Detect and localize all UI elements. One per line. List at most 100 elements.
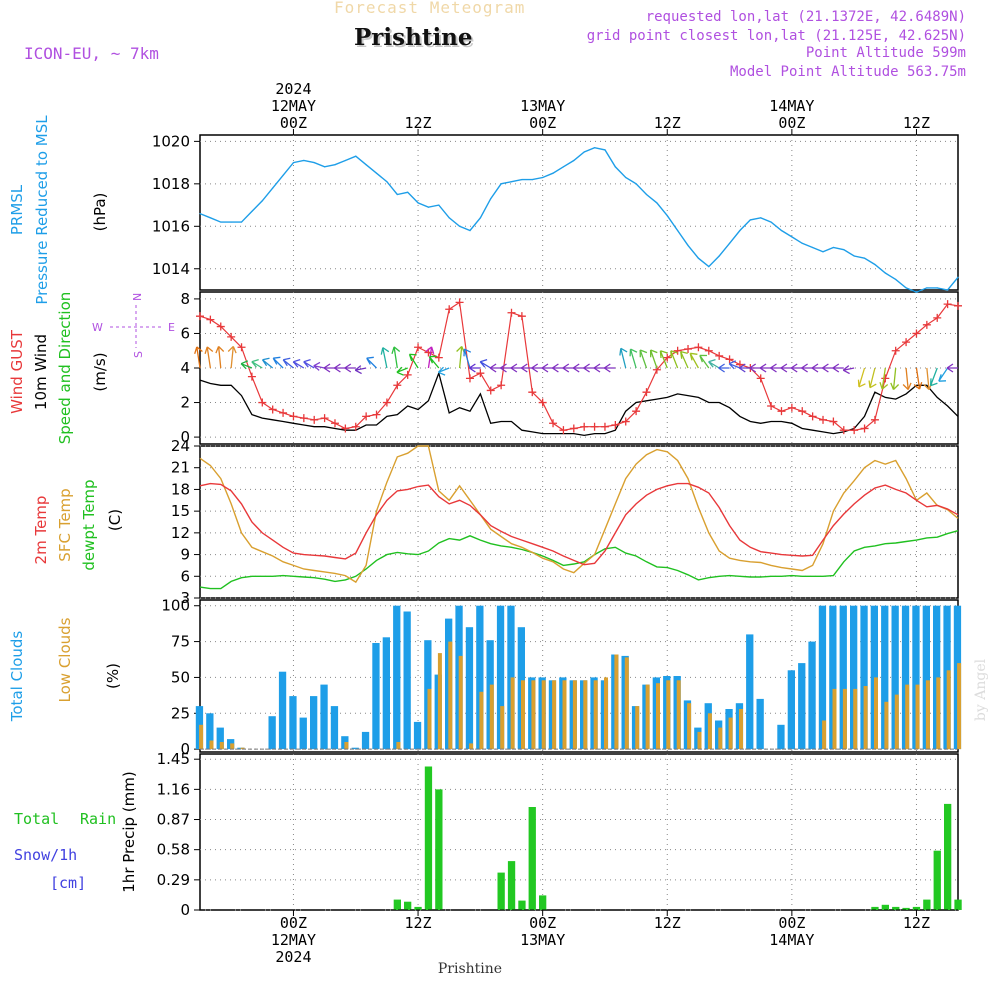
pressure-point [645,193,648,196]
wind-gust-marker [611,421,620,429]
wind-gust-marker [632,407,641,416]
wind-direction-arrow [562,363,574,373]
wind-gust-marker [465,374,474,383]
low-cloud-bar [936,677,941,750]
wind-direction-arrow [344,363,356,373]
low-cloud-bar [593,680,598,750]
wind-direction-arrow [811,363,824,373]
total-cloud-bar [278,671,287,750]
pressure-point [863,257,866,259]
pressure-point [677,229,679,232]
top-time-label: 12Z [903,114,930,132]
low-cloud-bar [822,720,827,750]
wind-direction-arrow [629,348,638,369]
pressure-point [749,219,751,221]
pressure-point [282,174,284,176]
low-cloud-bar [853,688,858,750]
wind-direction-arrow [240,360,253,370]
dewpoint-temp-line [199,530,959,590]
precip-ytick-label: 0.58 [157,841,190,859]
wind-direction-arrow [272,356,284,369]
low-cloud-bar [240,747,245,750]
wind-gust-marker [289,412,298,421]
pressure-point [770,221,772,223]
bottom-time-label: 00Z [778,914,805,932]
wind-direction-arrow [659,350,668,369]
top-time-label: 00Z [778,114,805,132]
total-cloud-bar [372,643,380,750]
pressure-point [417,202,419,204]
pressure-label-unit: (hPa) [91,193,109,232]
pressure-point [448,217,450,219]
wind-direction-arrow [334,363,346,373]
pressure-point [562,166,565,168]
pressure-point [697,257,700,259]
pressure-point [656,202,658,204]
pressure-point [324,166,326,168]
pressure-label-prmsl: PRMSL [8,184,26,235]
total-cloud-bar [413,721,422,750]
2m-temp-line [199,482,959,566]
wind-direction-arrow [456,345,466,369]
temp-ytick-label: 9 [180,546,190,564]
bottom-time-label: 12Z [405,914,432,932]
precip-label-unit: 1hr Precip (mm) [120,771,138,892]
pressure-point [375,172,378,174]
wind-gust-marker [559,426,568,435]
low-cloud-bar [572,680,577,750]
pressure-point [604,149,606,151]
total-cloud-bar [798,663,806,750]
requested-location: requested lon,lat (21.1372E, 42.6489N) [645,9,966,25]
pressure-point [251,210,253,213]
precip-bar [933,850,941,910]
wind-gust-marker [922,320,931,329]
wind-gust-marker [476,369,485,378]
temp-frame [199,445,959,599]
temp-ytick-label: 15 [171,502,190,520]
low-cloud-bar [697,731,702,750]
meteogram-title: Forecast Meteogram [334,0,526,17]
precip-bar [507,861,516,910]
low-cloud-bar [707,713,712,750]
wind-direction-arrow [603,363,616,373]
pressure-point [230,221,232,223]
pressure-point [438,204,440,206]
pressure-point [635,183,637,185]
wind-gust-marker [663,353,672,362]
wind-gust-marker [943,300,952,309]
bottom-time-label: 12MAY [271,931,316,949]
top-time-label: 12Z [405,114,432,132]
total-cloud-bar [891,605,899,750]
low-cloud-bar [718,727,723,750]
wind-gust-marker [870,415,879,424]
low-cloud-bar [728,717,733,750]
precip-bar [424,766,433,910]
wind-direction-arrow [670,350,679,369]
low-cloud-bar [489,684,494,750]
wind-gust-marker [227,332,236,341]
wind-gust-marker [445,305,454,314]
temp-label-sfc: SFC Temp [56,488,74,561]
pressure-point [687,244,689,247]
wind-ytick-label: 0 [180,428,190,446]
wind-gust-marker [954,301,962,310]
pressure-point [780,229,783,232]
pressure-point [427,206,430,208]
low-cloud-bar [469,743,474,750]
total-cloud-bar [310,696,318,750]
wind-gust-marker [382,398,391,407]
low-cloud-bar [915,684,920,750]
clouds-ytick-label: 50 [171,668,190,686]
wind-direction-arrow [251,358,263,369]
wind-gust-marker [216,322,225,331]
top-time-label: 12Z [654,114,681,132]
wind-direction-arrow [857,367,866,388]
top-time-label: 2024 [275,80,311,98]
wind-direction-arrow [699,354,710,369]
wind-direction-arrow [801,363,813,373]
low-cloud-bar [635,706,640,750]
wind-gust-marker [455,298,464,307]
footer-station-label: Prishtine [438,961,502,977]
low-cloud-bar [624,657,629,750]
total-cloud-bar [881,605,889,750]
